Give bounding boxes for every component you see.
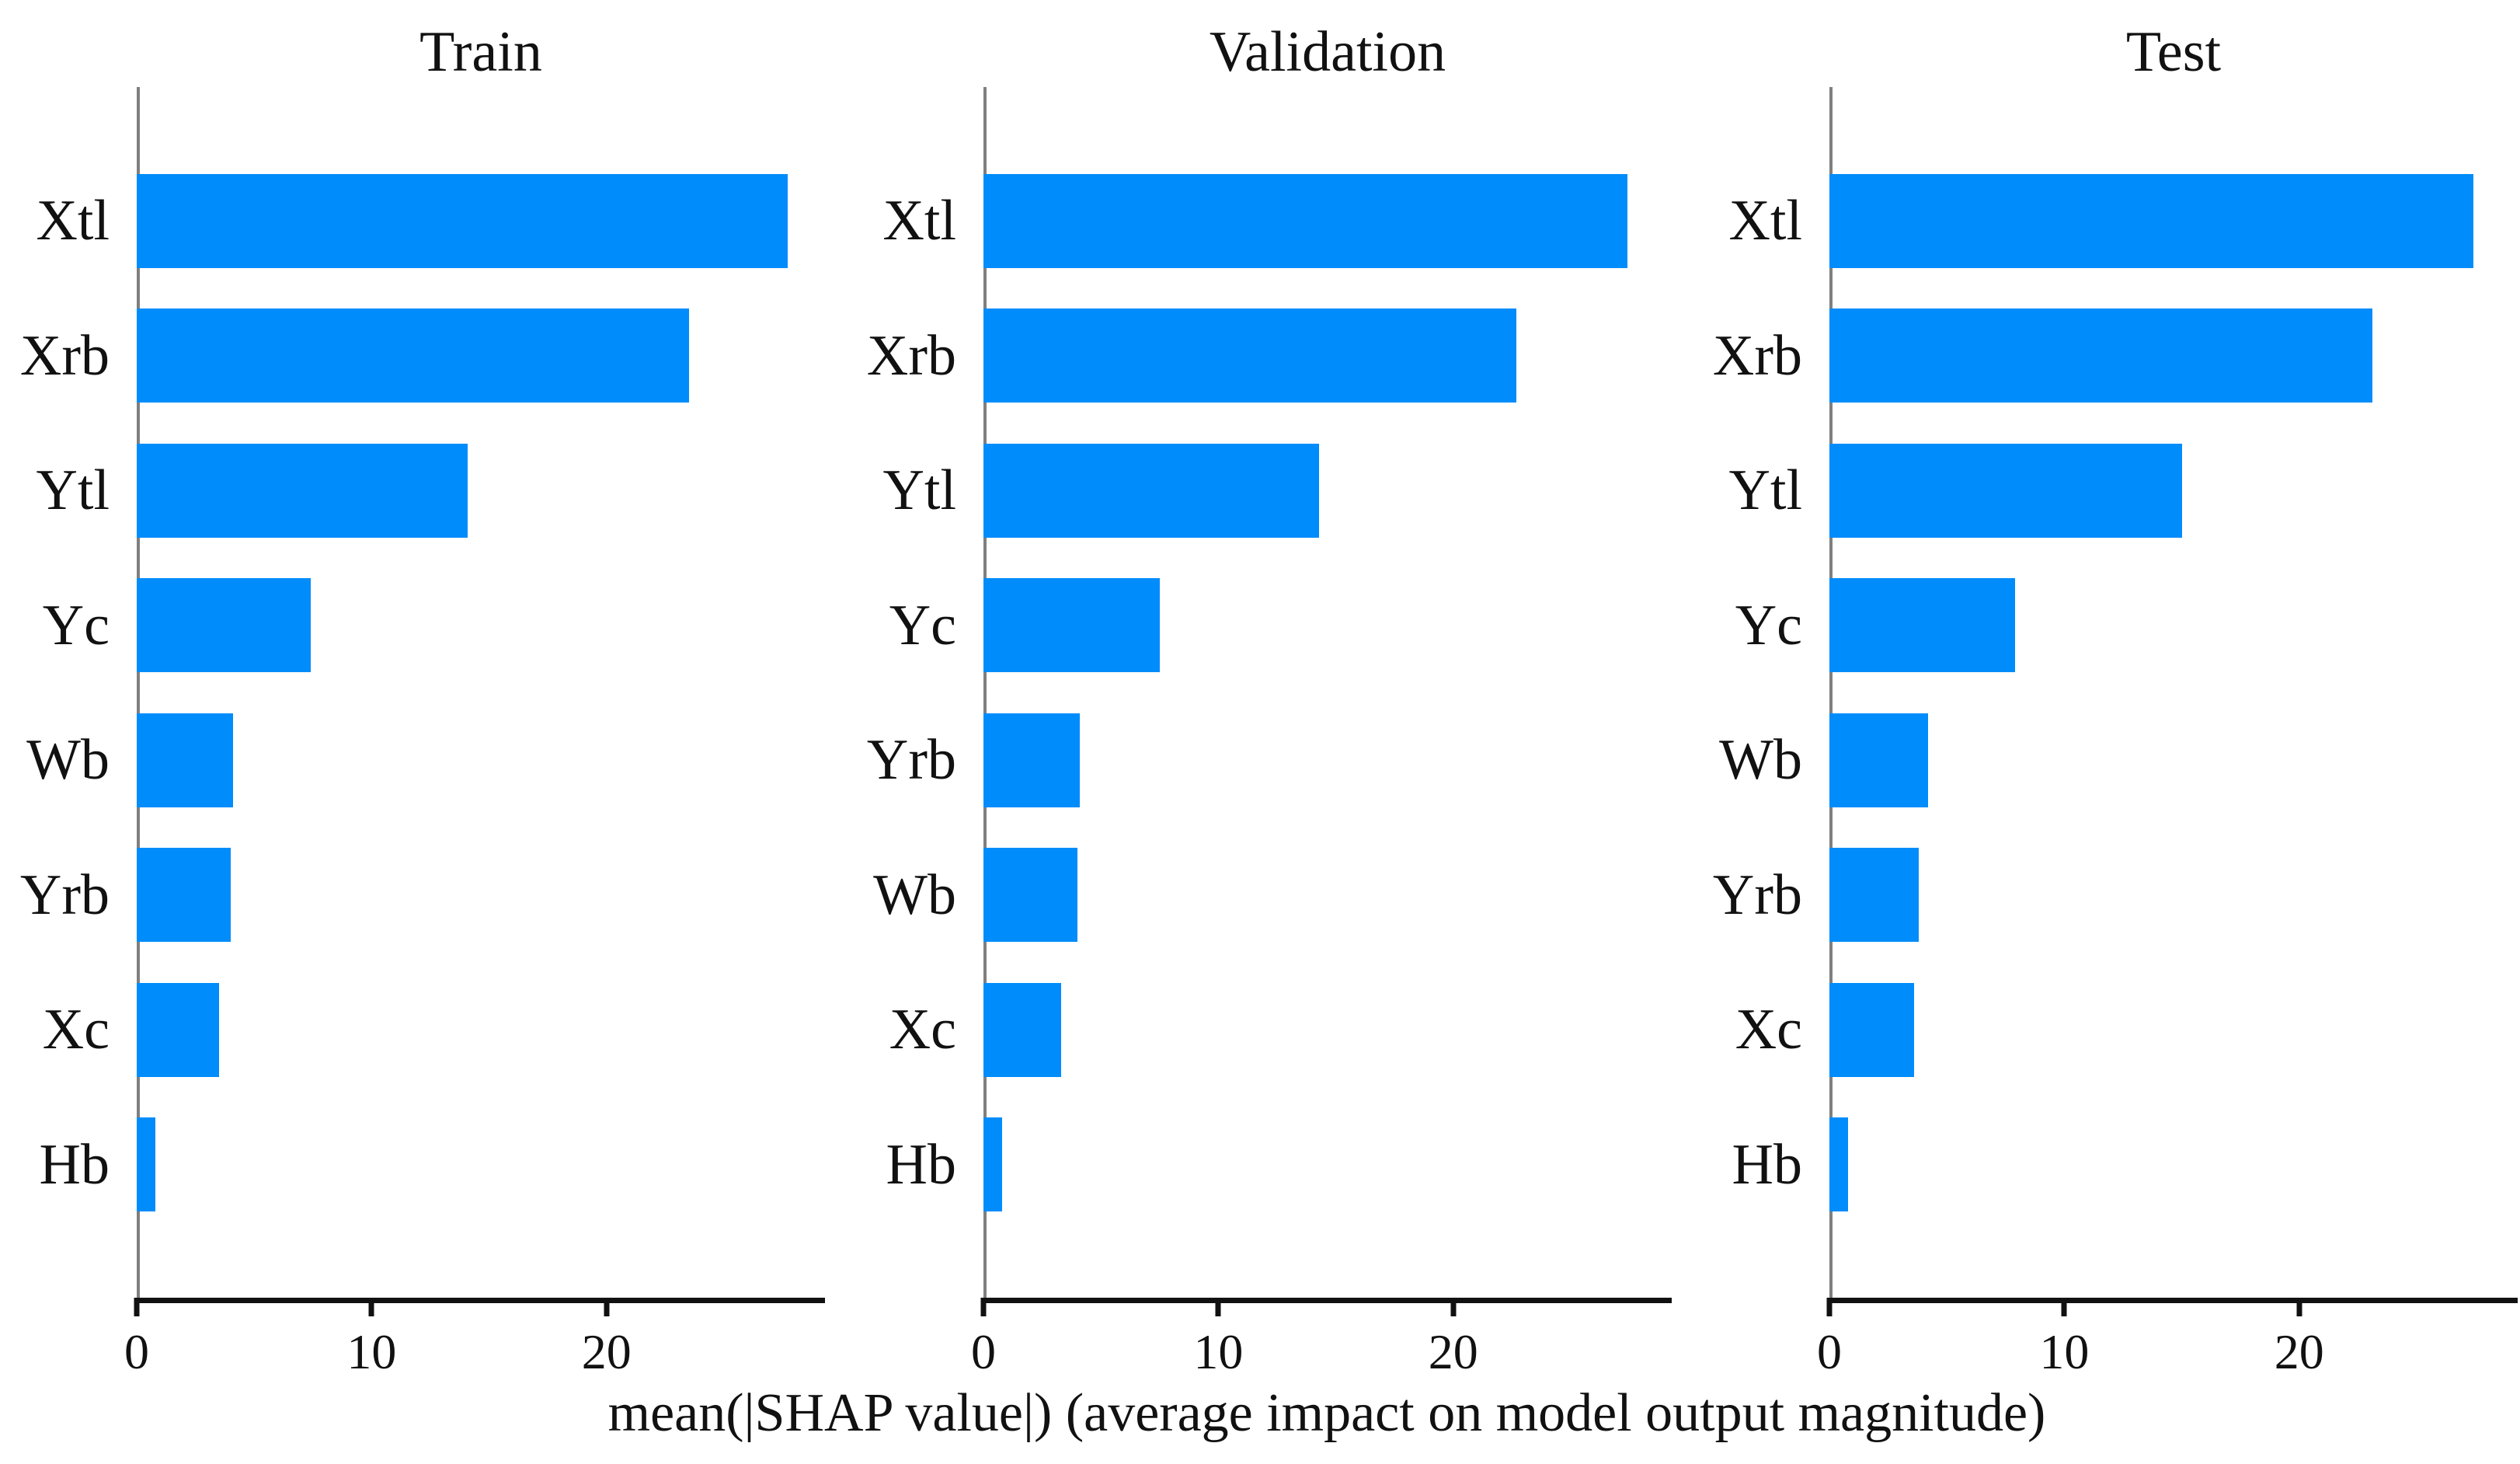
y-tick-label-xc: Xc [889,998,956,1061]
bar-yc [1829,578,2015,672]
y-tick-label-ytl: Ytl [36,458,110,522]
y-tick-label-xtl: Xtl [882,189,956,253]
x-tick [604,1298,610,1316]
x-tick [1215,1298,1221,1316]
bar-xc [1829,982,1914,1077]
bar-yrb [137,848,231,942]
bar-xrb [1829,308,2372,403]
bar-xrb [983,308,1517,403]
y-axis-spine [1829,87,1833,1298]
bar-ytl [1829,443,2182,538]
y-tick-label-xrb: Xrb [866,323,956,388]
x-tick [368,1298,374,1316]
bar-yrb [1829,848,1919,942]
x-tick [2296,1298,2302,1316]
bar-hb [1829,1117,1849,1211]
bar-ytl [137,443,468,538]
y-tick-label-yrb: Yrb [1712,863,1802,927]
x-tick-label-20: 20 [1428,1324,1478,1379]
bar-xc [137,982,219,1077]
y-tick-label-yc: Yc [1735,593,1802,657]
x-tick [134,1298,140,1316]
panel-title-test: Test [2125,20,2222,84]
bar-plot-validation: Xtl Xrb Ytl Yc Yrb Wb Xc Hb 0 10 20 [867,87,1672,1379]
bar-ytl [983,443,1320,538]
y-tick-label-yrb: Yrb [19,863,110,927]
y-tick-label-wb: Wb [873,863,956,927]
x-axis-line [1829,1298,2518,1303]
y-tick-label-xrb: Xrb [1712,323,1802,388]
x-tick-label-10: 10 [2039,1324,2090,1379]
bar-plot-test: Xtl Xrb Ytl Yc Wb Yrb Xc Hb 0 10 20 [1713,87,2518,1379]
bar-yc [137,578,311,672]
bar-xtl [983,173,1627,268]
bar-wb [1829,713,1928,807]
bar-xtl [137,173,788,268]
x-tick-label-10: 10 [346,1324,397,1379]
y-tick-label-ytl: Ytl [1728,458,1802,522]
y-tick-label-xc: Xc [1735,998,1802,1061]
x-axis-line [983,1298,1672,1303]
panel-title-validation: Validation [1209,20,1446,84]
x-axis-line [137,1298,825,1303]
y-tick-label-yc: Yc [889,593,956,657]
y-axis-spine [137,87,140,1298]
x-tick [980,1298,987,1316]
y-tick-label-hb: Hb [886,1132,956,1197]
bar-hb [137,1117,156,1211]
y-tick-label-xc: Xc [42,998,110,1061]
x-tick-label-0: 0 [1817,1324,1842,1379]
y-tick-label-wb: Wb [1719,728,1802,792]
x-tick-label-10: 10 [1193,1324,1244,1379]
bar-xrb [137,308,689,403]
y-tick-label-xtl: Xtl [36,189,110,253]
y-tick-label-yrb: Yrb [866,728,956,792]
bar-hb [983,1117,1003,1211]
bar-wb [137,713,233,807]
bar-yrb [983,713,1080,807]
x-axis-title: mean(|SHAP value|) (average impact on mo… [607,1383,2046,1443]
y-tick-label-hb: Hb [39,1132,110,1197]
bar-plot-train: Xtl Xrb Ytl Yc Wb Yrb Xc Hb 0 10 20 [20,87,825,1379]
y-tick-label-wb: Wb [26,728,110,792]
x-tick [1450,1298,1457,1316]
y-axis-spine [983,87,987,1298]
x-tick-label-0: 0 [124,1324,149,1379]
y-tick-label-xrb: Xrb [19,323,110,388]
bar-wb [983,848,1077,942]
panel-title-train: Train [419,20,542,84]
bar-yc [983,578,1160,672]
y-tick-label-hb: Hb [1732,1132,1802,1197]
bar-xc [983,982,1061,1077]
x-tick [2061,1298,2067,1316]
x-tick [1826,1298,1833,1316]
x-tick-label-20: 20 [2274,1324,2324,1379]
x-tick-label-20: 20 [581,1324,632,1379]
bar-xtl [1829,173,2473,268]
y-tick-label-xtl: Xtl [1728,189,1802,253]
y-tick-label-ytl: Ytl [882,458,956,522]
x-tick-label-0: 0 [971,1324,996,1379]
y-tick-label-yc: Yc [42,593,110,657]
